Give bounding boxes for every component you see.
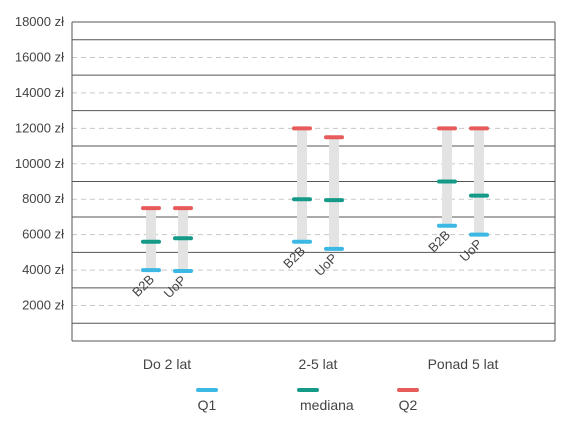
y-tick-label: 2000 zł (22, 298, 64, 313)
category-label: Ponad 5 lat (428, 356, 499, 372)
range-bar (146, 208, 156, 271)
y-tick-label: 18000 zł (15, 14, 64, 29)
legend-label-q1: Q1 (198, 397, 217, 413)
y-tick-label: 12000 zł (15, 120, 64, 135)
group-label: B2B (425, 227, 453, 255)
category-label: Do 2 lat (143, 356, 191, 372)
range-bar (329, 137, 339, 249)
category-label: 2-5 lat (299, 356, 338, 372)
y-tick-label: 16000 zł (15, 49, 64, 64)
group-label: UoP (312, 250, 340, 278)
group-label: B2B (129, 272, 157, 300)
y-tick-label: 6000 zł (22, 227, 64, 242)
y-tick-label: 14000 zł (15, 85, 64, 100)
y-tick-label: 4000 zł (22, 262, 64, 277)
y-tick-label: 10000 zł (15, 156, 64, 171)
group-label: UoP (457, 236, 485, 264)
group-label: UoP (161, 273, 189, 301)
legend-label-q2: Q2 (399, 397, 418, 413)
group-label: B2B (280, 243, 308, 271)
range-bar (297, 128, 307, 242)
range-bar (474, 128, 484, 235)
legend-label-mediana: mediana (300, 397, 354, 413)
range-bar (442, 128, 452, 226)
y-tick-label: 8000 zł (22, 191, 64, 206)
